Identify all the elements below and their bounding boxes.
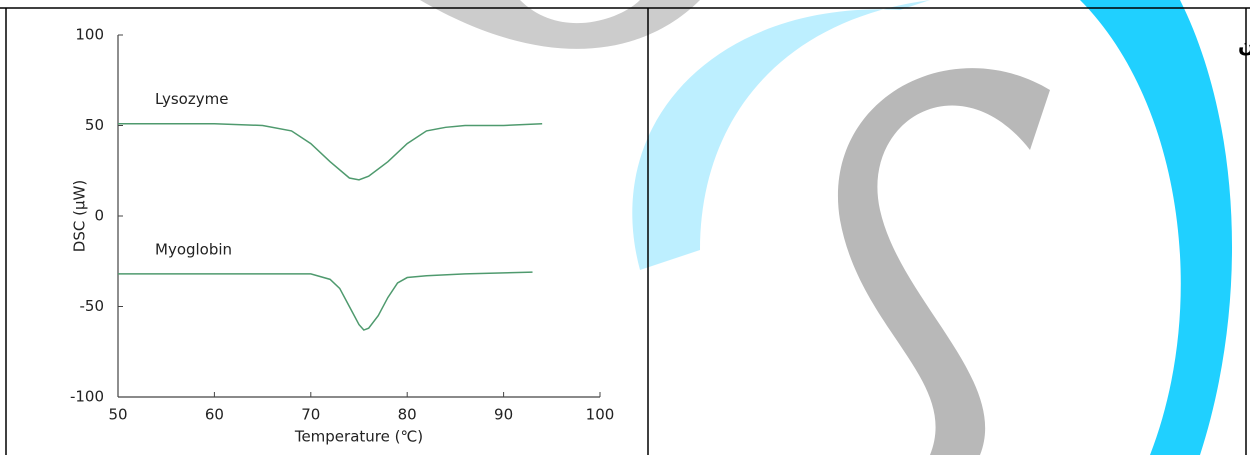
y-axis-label: DSC (µW) xyxy=(71,180,89,252)
watermark-cyan xyxy=(1080,0,1232,455)
x-axis-label: Temperature (℃) xyxy=(294,428,423,446)
x-tick-label: 80 xyxy=(398,406,417,424)
y-tick-label: -100 xyxy=(70,388,104,406)
y-tick-label: 100 xyxy=(75,26,104,44)
line xyxy=(118,124,542,180)
x-tick-label: 70 xyxy=(301,406,320,424)
series-label: Lysozyme xyxy=(155,90,228,108)
y-tick-label: 50 xyxy=(85,116,104,134)
y-tick-label: 0 xyxy=(94,207,104,225)
watermark xyxy=(420,0,1232,455)
x-tick-label: 50 xyxy=(108,406,127,424)
watermark-gray xyxy=(838,68,1050,455)
page: پروتئین 100500-50-1005060708090100Temper… xyxy=(0,0,1250,455)
x-tick-label: 100 xyxy=(586,406,615,424)
x-tick-label: 90 xyxy=(494,406,513,424)
series-label: Myoglobin xyxy=(155,240,232,258)
x-tick-label: 60 xyxy=(205,406,224,424)
line xyxy=(118,272,533,330)
cell-label: پروتئین xyxy=(1238,32,1250,57)
table-borders xyxy=(0,8,1250,455)
y-tick-label: -50 xyxy=(80,297,105,315)
